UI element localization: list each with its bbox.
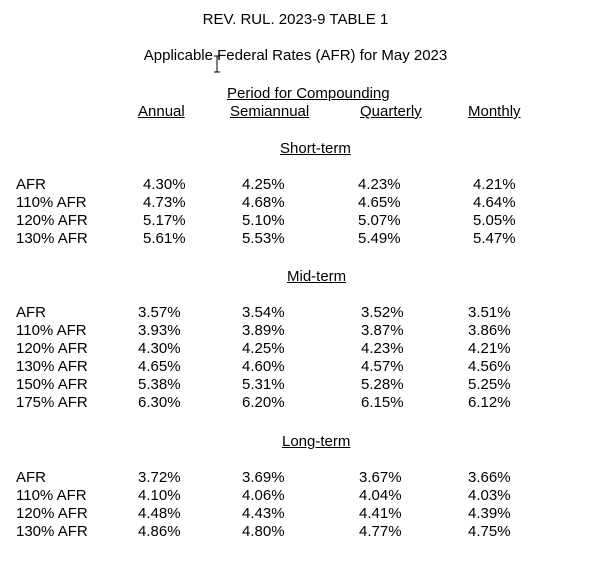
rate-cell: 5.05% xyxy=(473,212,516,229)
rate-cell: 4.25% xyxy=(242,176,285,193)
rate-cell: 4.04% xyxy=(359,487,402,504)
rate-cell: 4.77% xyxy=(359,523,402,540)
rate-cell: 5.10% xyxy=(242,212,285,229)
row-label: 120% AFR xyxy=(16,505,88,522)
rate-cell: 4.39% xyxy=(468,505,511,522)
rate-cell: 4.56% xyxy=(468,358,511,375)
rate-cell: 5.07% xyxy=(358,212,401,229)
rate-cell: 5.25% xyxy=(468,376,511,393)
rate-cell: 5.17% xyxy=(143,212,186,229)
rate-cell: 4.48% xyxy=(138,505,181,522)
rate-cell: 4.68% xyxy=(242,194,285,211)
rate-cell: 5.38% xyxy=(138,376,181,393)
rate-cell: 3.66% xyxy=(468,469,511,486)
rate-cell: 5.53% xyxy=(242,230,285,247)
rate-cell: 4.25% xyxy=(242,340,285,357)
rate-cell: 4.21% xyxy=(468,340,511,357)
row-label: 110% AFR xyxy=(16,487,87,504)
rate-cell: 4.73% xyxy=(143,194,186,211)
rate-cell: 4.57% xyxy=(361,358,404,375)
rate-cell: 5.28% xyxy=(361,376,404,393)
document-title: REV. RUL. 2023-9 TABLE 1 xyxy=(202,11,389,28)
section-heading-short-term: Short-term xyxy=(280,140,351,157)
rate-cell: 3.57% xyxy=(138,304,181,321)
row-label: 175% AFR xyxy=(16,394,88,411)
column-header-semiannual: Semiannual xyxy=(230,103,310,120)
rate-cell: 3.51% xyxy=(468,304,511,321)
row-label: 150% AFR xyxy=(16,376,88,393)
rate-cell: 6.20% xyxy=(242,394,285,411)
section-heading-long-term: Long-term xyxy=(282,433,351,450)
rate-cell: 5.49% xyxy=(358,230,401,247)
rate-cell: 4.23% xyxy=(361,340,404,357)
rate-cell: 4.65% xyxy=(358,194,401,211)
rate-cell: 4.86% xyxy=(138,523,181,540)
row-label: 110% AFR xyxy=(16,322,87,339)
text-cursor-icon xyxy=(214,55,220,73)
rate-cell: 3.89% xyxy=(242,322,285,339)
row-label: 120% AFR xyxy=(16,212,88,229)
rate-cell: 4.30% xyxy=(143,176,186,193)
rate-cell: 3.54% xyxy=(242,304,285,321)
rate-cell: 4.65% xyxy=(138,358,181,375)
rate-cell: 4.06% xyxy=(242,487,285,504)
rate-cell: 3.52% xyxy=(361,304,404,321)
rate-cell: 4.21% xyxy=(473,176,516,193)
rate-cell: 4.41% xyxy=(359,505,402,522)
rate-cell: 4.64% xyxy=(473,194,516,211)
row-label: AFR xyxy=(16,469,46,486)
rate-cell: 4.30% xyxy=(138,340,181,357)
rate-cell: 5.47% xyxy=(473,230,516,247)
column-header-monthly: Monthly xyxy=(468,103,521,120)
rate-cell: 6.30% xyxy=(138,394,181,411)
rate-cell: 4.60% xyxy=(242,358,285,375)
column-header-annual: Annual xyxy=(138,103,185,120)
row-label: AFR xyxy=(16,304,46,321)
rate-cell: 6.15% xyxy=(361,394,404,411)
rate-cell: 4.75% xyxy=(468,523,511,540)
row-label: 130% AFR xyxy=(16,523,88,540)
row-label: 110% AFR xyxy=(16,194,87,211)
period-for-compounding-header: Period for Compounding xyxy=(227,85,390,102)
section-heading-mid-term: Mid-term xyxy=(287,268,347,285)
rate-cell: 3.86% xyxy=(468,322,511,339)
document-subtitle: Applicable Federal Rates (AFR) for May 2… xyxy=(143,47,448,64)
rate-cell: 5.61% xyxy=(143,230,186,247)
row-label: 130% AFR xyxy=(16,358,88,375)
rate-cell: 5.31% xyxy=(242,376,285,393)
rate-cell: 4.23% xyxy=(358,176,401,193)
row-label: 120% AFR xyxy=(16,340,88,357)
rate-cell: 3.67% xyxy=(359,469,402,486)
column-header-quarterly: Quarterly xyxy=(360,103,422,120)
rate-cell: 4.43% xyxy=(242,505,285,522)
rate-cell: 4.80% xyxy=(242,523,285,540)
rate-cell: 4.03% xyxy=(468,487,511,504)
rate-cell: 3.87% xyxy=(361,322,404,339)
rate-cell: 3.93% xyxy=(138,322,181,339)
row-label: AFR xyxy=(16,176,46,193)
rate-cell: 4.10% xyxy=(138,487,181,504)
row-label: 130% AFR xyxy=(16,230,88,247)
rate-cell: 3.72% xyxy=(138,469,181,486)
rate-cell: 6.12% xyxy=(468,394,511,411)
rate-cell: 3.69% xyxy=(242,469,285,486)
